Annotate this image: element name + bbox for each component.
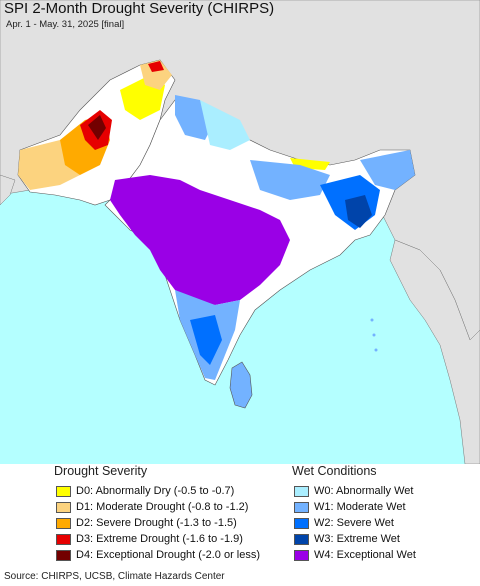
- d1-area-kashmir: [140, 60, 172, 90]
- legend-swatch-w4: [294, 549, 309, 561]
- legend-item-d0: D0: Abnormally Dry (-0.5 to -0.7): [56, 484, 234, 498]
- map-title: SPI 2-Month Drought Severity (CHIRPS): [4, 0, 275, 17]
- w1-area-northeast: [360, 150, 415, 190]
- legend-label-w1: W1: Moderate Wet: [314, 501, 406, 513]
- legend-label-w4: W4: Exceptional Wet: [314, 549, 416, 561]
- legend-item-w2: W2: Severe Wet: [294, 516, 394, 530]
- legend-drought-heading: Drought Severity: [54, 464, 148, 478]
- legend-label-w0: W0: Abnormally Wet: [314, 485, 414, 497]
- legend-item-w3: W3: Extreme Wet: [294, 532, 400, 546]
- legend-swatch-d3: [56, 533, 71, 545]
- legend-item-d2: D2: Severe Drought (-1.3 to -1.5): [56, 516, 237, 530]
- legend-swatch-w1: [294, 501, 309, 513]
- legend-item-d4: D4: Exceptional Drought (-2.0 or less): [56, 548, 260, 562]
- neighbor-land-east: [389, 239, 480, 464]
- legend-swatch-d2: [56, 517, 71, 529]
- region-sri-lanka: [229, 361, 253, 409]
- neighbor-land-arabia: [0, 174, 16, 206]
- legend-item-d1: D1: Moderate Drought (-0.8 to -1.2): [56, 500, 248, 514]
- legend-label-w2: W2: Severe Wet: [314, 517, 394, 529]
- island-marker: [370, 318, 374, 322]
- legend-swatch-d1: [56, 501, 71, 513]
- d3-area-kashmir: [148, 61, 164, 72]
- d4-area-pakistan: [88, 115, 106, 140]
- w4-area-central-india: [110, 175, 290, 305]
- island-marker: [372, 333, 376, 337]
- legend-item-w4: W4: Exceptional Wet: [294, 548, 416, 562]
- map-canvas: [0, 0, 480, 464]
- legend-swatch-d0: [56, 485, 71, 497]
- legend-swatch-w0: [294, 485, 309, 497]
- legend-label-d0: D0: Abnormally Dry (-0.5 to -0.7): [76, 485, 235, 497]
- legend-swatch-d4: [56, 549, 71, 561]
- legend-label-d1: D1: Moderate Drought (-0.8 to -1.2): [76, 501, 249, 513]
- legend-label-d3: D3: Extreme Drought (-1.6 to -1.9): [76, 533, 243, 545]
- legend-label-d2: D2: Severe Drought (-1.3 to -1.5): [76, 517, 237, 529]
- legend: Drought Severity Wet Conditions D0: Abno…: [0, 464, 480, 568]
- legend-item-w1: W1: Moderate Wet: [294, 500, 406, 514]
- drought-map: [0, 0, 480, 464]
- w0-area-north: [200, 100, 250, 150]
- legend-label-w3: W3: Extreme Wet: [314, 533, 400, 545]
- legend-label-d4: D4: Exceptional Drought (-2.0 or less): [76, 549, 261, 561]
- w1-area-north: [175, 95, 215, 140]
- island-marker: [374, 348, 378, 352]
- w3-area-bangladesh: [345, 195, 372, 228]
- source-credit: Source: CHIRPS, UCSB, Climate Hazards Ce…: [4, 571, 225, 582]
- legend-item-d3: D3: Extreme Drought (-1.6 to -1.9): [56, 532, 243, 546]
- legend-swatch-w3: [294, 533, 309, 545]
- legend-swatch-w2: [294, 517, 309, 529]
- legend-item-w0: W0: Abnormally Wet: [294, 484, 413, 498]
- w1-area-gangetic: [250, 160, 330, 200]
- w2-area-south: [190, 315, 222, 365]
- map-subtitle: Apr. 1 - May. 31, 2025 [final]: [6, 19, 125, 30]
- legend-wet-heading: Wet Conditions: [292, 464, 377, 478]
